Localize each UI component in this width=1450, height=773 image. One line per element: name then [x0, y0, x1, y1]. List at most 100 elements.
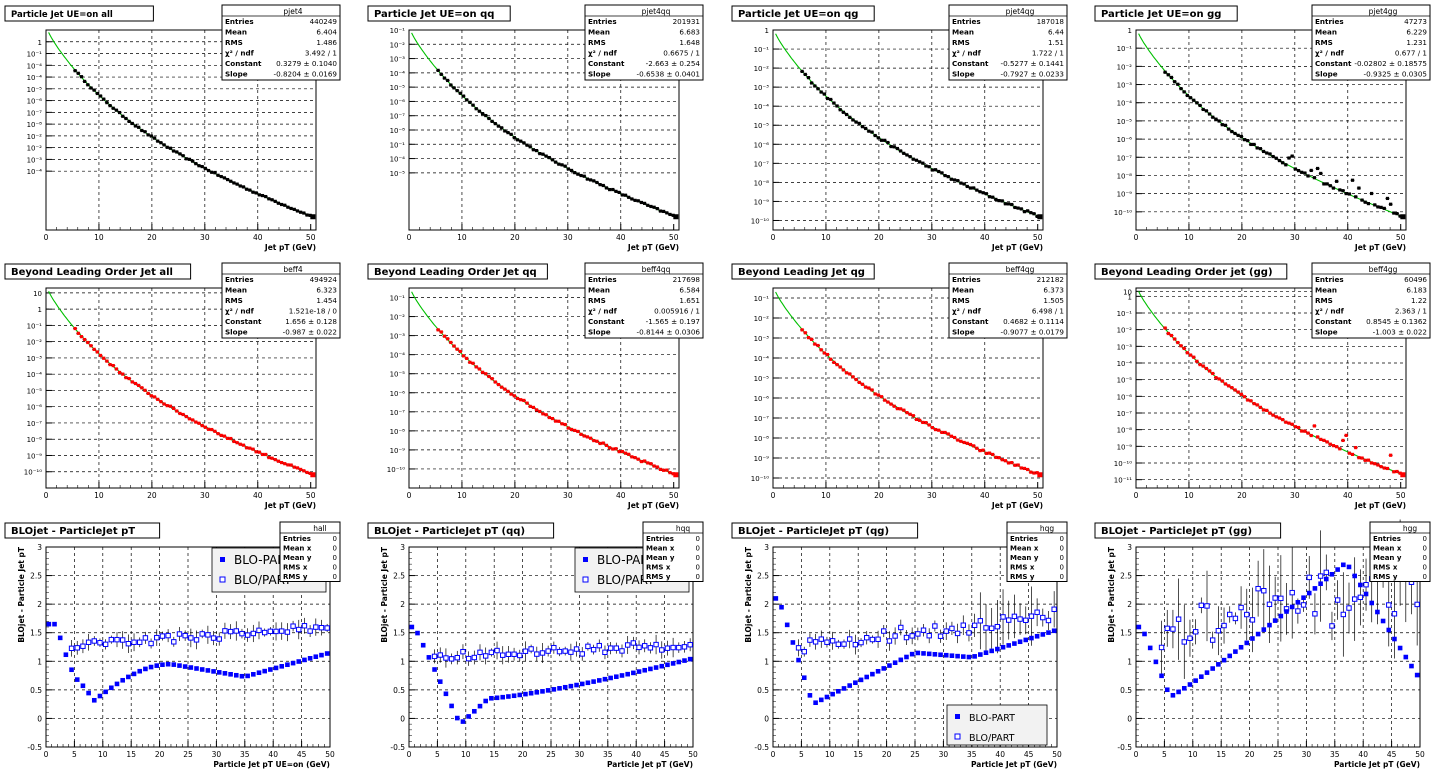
- data-point: [633, 456, 637, 460]
- stats-box: pjet4qg Entries 187018 Mean 6.44 RMS 1.51 χ² / …: [948, 4, 1068, 81]
- x-tick-label: 35: [603, 750, 613, 759]
- data-point: [1252, 142, 1256, 147]
- stats-value: 0: [333, 554, 337, 562]
- data-point: [121, 114, 125, 118]
- data-point: [159, 400, 163, 404]
- data-point: [515, 396, 520, 401]
- data-point: [200, 424, 204, 428]
- data-point: [270, 198, 274, 202]
- data-point-open: [460, 648, 466, 655]
- data-point-filled: [296, 659, 302, 664]
- stats-key: χ² / ndf: [952, 49, 982, 58]
- data-point: [601, 441, 605, 445]
- stats-value: 1.486: [316, 38, 337, 47]
- data-point: [484, 113, 488, 118]
- x-tick-label: 0: [1134, 750, 1139, 759]
- stats-key: χ² / ndf: [225, 49, 255, 58]
- data-point: [962, 182, 966, 186]
- data-point: [573, 171, 577, 175]
- data-point-filled: [540, 689, 545, 694]
- data-point: [608, 187, 612, 192]
- data-point-filled: [466, 714, 471, 719]
- y-tick-label: 0: [764, 714, 769, 723]
- data-point-open: [284, 629, 291, 635]
- data-point-filled: [909, 651, 915, 657]
- data-point-filled: [1199, 674, 1204, 679]
- data-point: [1277, 158, 1282, 163]
- y-tick-label: 10⁻⁴: [1117, 360, 1133, 368]
- data-point-open: [636, 644, 642, 651]
- title-box: [367, 5, 511, 22]
- data-point: [162, 143, 166, 147]
- data-point-open: [1028, 613, 1035, 619]
- data-point: [1322, 182, 1326, 186]
- data-point: [308, 471, 312, 475]
- data-point: [1261, 149, 1266, 154]
- data-point-filled: [1284, 609, 1289, 614]
- stats-key: Constant: [952, 59, 989, 68]
- data-point: [241, 185, 246, 189]
- data-point: [1395, 469, 1399, 474]
- x-tick-label: 10: [1188, 750, 1198, 759]
- data-point: [137, 125, 141, 129]
- data-point-open: [1249, 617, 1256, 623]
- data-point: [1325, 182, 1329, 186]
- y-tick-label: 10⁻⁸: [754, 435, 770, 443]
- data-point: [171, 406, 176, 410]
- y-tick-label: 10⁻⁶: [390, 98, 406, 106]
- x-tick-label: 30: [200, 233, 210, 242]
- data-point-filled: [1250, 636, 1255, 641]
- data-point: [1188, 96, 1193, 100]
- data-point: [573, 428, 577, 433]
- data-point-open: [994, 623, 1001, 630]
- data-point-open: [318, 624, 325, 631]
- stats-value: 0.4682 ± 0.1114: [1003, 317, 1064, 326]
- data-point: [254, 191, 258, 195]
- data-point: [1166, 331, 1170, 336]
- data-point-filled: [898, 657, 904, 663]
- data-point-open: [590, 646, 597, 653]
- data-point-filled: [779, 604, 784, 610]
- x-tick-label: 0: [771, 233, 776, 242]
- stats-box: beff4gg Entries 60496 Mean 6.183 RMS 1.22 χ² / …: [1311, 262, 1431, 339]
- data-point: [436, 328, 440, 332]
- data-point: [623, 193, 628, 197]
- data-point: [461, 354, 466, 358]
- data-point: [566, 426, 570, 430]
- title-box: [367, 522, 555, 539]
- y-tick-label: 10⁻⁴: [27, 371, 43, 379]
- data-point: [864, 126, 868, 131]
- data-point-filled: [489, 695, 494, 701]
- data-point-open: [579, 651, 585, 657]
- y-tick-label: 10⁻⁶: [1117, 136, 1133, 144]
- stats-key: Constant: [225, 59, 262, 68]
- data-point-open: [647, 645, 654, 651]
- y-tick-label: 2: [400, 600, 405, 609]
- data-point: [1331, 444, 1336, 448]
- data-point-filled: [97, 693, 103, 699]
- y-tick-label: 0.5: [393, 686, 405, 695]
- chart-title: Particle Jet UE=on qq: [374, 9, 494, 20]
- x-tick-label: 30: [200, 491, 210, 500]
- data-point-filled: [63, 652, 69, 658]
- data-point: [171, 149, 176, 153]
- data-point: [557, 419, 561, 423]
- title-box: [1094, 263, 1288, 280]
- stats-key: Slope: [1315, 328, 1338, 337]
- data-point-open: [1192, 629, 1199, 635]
- data-point: [487, 116, 491, 121]
- data-point: [1029, 470, 1033, 474]
- stats-value: 2.363 / 1: [1395, 307, 1427, 316]
- data-point: [1322, 438, 1326, 442]
- stats-value: 6.229: [1406, 28, 1427, 37]
- stats-key: RMS: [952, 38, 970, 47]
- data-point: [841, 110, 846, 114]
- data-point: [576, 429, 580, 434]
- data-point-open: [465, 655, 472, 662]
- data-point: [1026, 209, 1030, 213]
- data-point: [1182, 90, 1186, 94]
- data-point-open: [966, 630, 972, 636]
- data-point-open: [573, 646, 580, 652]
- data-point: [620, 449, 624, 454]
- data-point: [825, 96, 830, 101]
